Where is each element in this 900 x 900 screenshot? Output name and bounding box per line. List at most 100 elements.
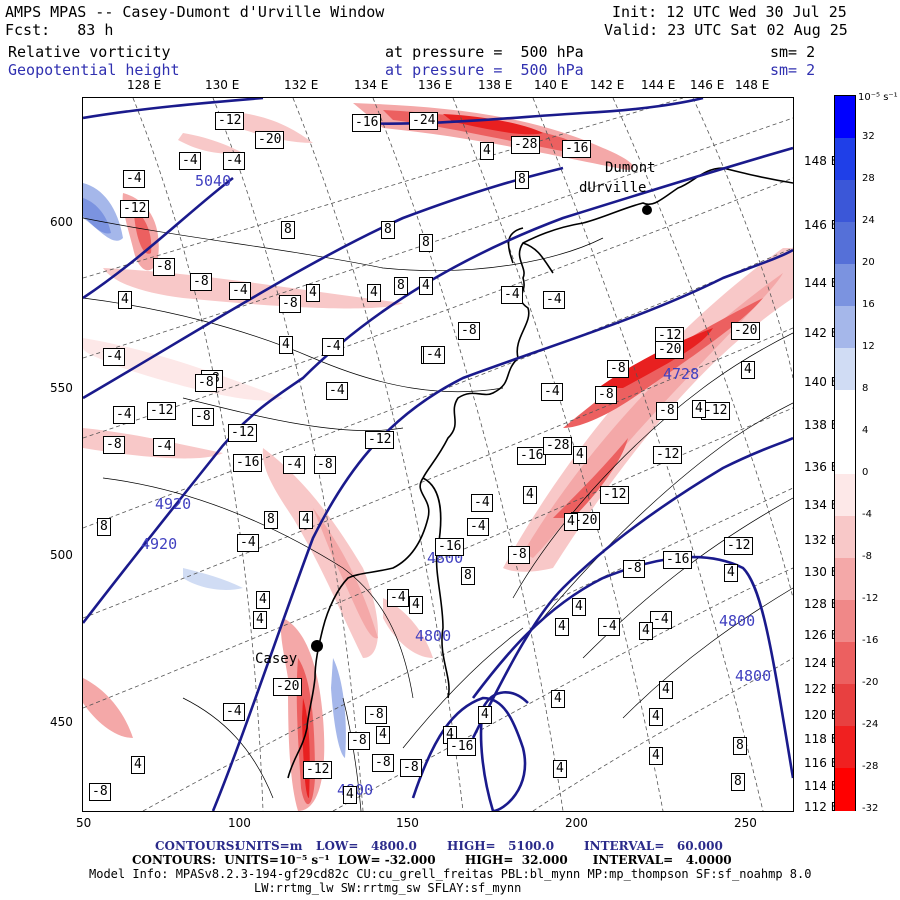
colorbar-label: 4 — [862, 425, 869, 436]
right-latitude-label: 134 E — [804, 498, 839, 512]
vorticity-label: -4 — [223, 703, 245, 721]
vorticity-label: -12 — [147, 402, 177, 420]
right-latitude-label: 120 E — [804, 708, 839, 722]
vorticity-label: -8 — [607, 360, 629, 378]
vorticity-label: 4 — [659, 681, 673, 699]
y-tick-label: 600 — [50, 215, 73, 229]
vorticity-label: 4 — [478, 706, 492, 724]
colorbar-segment — [835, 390, 855, 433]
model-title: AMPS MPAS -- Casey-Dumont d'Urville Wind… — [5, 3, 385, 21]
vorticity-label: -8 — [595, 386, 617, 404]
vorticity-label: -16 — [447, 738, 477, 756]
right-latitude-label: 138 E — [804, 418, 839, 432]
vorticity-label: -16 — [663, 551, 693, 569]
vorticity-label: 8 — [515, 171, 529, 189]
right-latitude-label: 122 E — [804, 682, 839, 696]
x-tick-label: 150 — [396, 816, 419, 830]
vorticity-label: -12 — [303, 761, 333, 779]
vorticity-label: -4 — [283, 456, 305, 474]
colorbar-segment — [835, 432, 855, 475]
colorbar-label: 16 — [862, 299, 875, 310]
vorticity-label: 4 — [306, 284, 320, 302]
vorticity-label: -4 — [387, 589, 409, 607]
colorbar-segment — [835, 138, 855, 181]
place-label-durville: dUrville — [579, 180, 647, 196]
vorticity-label: -4 — [326, 382, 348, 400]
map-labels: Dumont dUrville Casey 5040 4920 4920 4800 4800 4… — [83, 98, 793, 811]
vorticity-label: 4 — [572, 598, 586, 616]
vorticity-label: -16 — [562, 140, 592, 158]
vorticity-label: -8 — [365, 706, 387, 724]
right-latitude-label: 126 E — [804, 628, 839, 642]
vorticity-label: 4 — [367, 284, 381, 302]
vorticity-label: 8 — [731, 773, 745, 791]
contours2-line: CONTOURS: UNITS=10⁻⁵ s⁻¹ LOW= -32.000 HI… — [132, 853, 732, 867]
right-latitude-label: 144 E — [804, 276, 839, 290]
vorticity-label: 8 — [419, 234, 433, 252]
field2-name: Geopotential height — [8, 61, 180, 79]
vorticity-label: -8 — [89, 783, 111, 801]
colorbar-segment — [835, 474, 855, 517]
vorticity-label: 8 — [281, 221, 295, 239]
vorticity-label: -8 — [400, 759, 422, 777]
height-contour-label: 4920 — [155, 495, 192, 513]
vorticity-label: -4 — [153, 438, 175, 456]
right-latitude-label: 142 E — [804, 326, 839, 340]
top-longitude-label: 134 E — [354, 78, 389, 92]
vorticity-label: -28 — [511, 136, 541, 154]
vorticity-label: 4 — [376, 726, 390, 744]
vorticity-label: 8 — [461, 567, 475, 585]
vorticity-label: 4 — [551, 690, 565, 708]
vorticity-label: 4 — [419, 277, 433, 295]
vorticity-label: 4 — [256, 591, 270, 609]
place-label-dumont: Dumont — [605, 160, 656, 176]
vorticity-label: -20 — [273, 678, 303, 696]
vorticity-label: -12 — [724, 537, 754, 555]
top-longitude-label: 146 E — [690, 78, 725, 92]
right-latitude-label: 130 E — [804, 565, 839, 579]
colorbar-label: 24 — [862, 215, 875, 226]
x-tick-label: 50 — [76, 816, 92, 830]
y-tick-label: 550 — [50, 381, 73, 395]
colorbar-segment — [835, 516, 855, 559]
right-latitude-label: 148 E — [804, 154, 839, 168]
colorbar-segment — [835, 558, 855, 601]
colorbar-segment — [835, 600, 855, 643]
map-panel: Dumont dUrville Casey 5040 4920 4920 4800 4800 4… — [82, 97, 794, 812]
colorbar-segment — [835, 306, 855, 349]
vorticity-label: -24 — [409, 112, 439, 130]
colorbar-label: -24 — [862, 719, 879, 730]
vorticity-label: -8 — [314, 456, 336, 474]
vorticity-label: -20 — [255, 131, 285, 149]
vorticity-label: -4 — [113, 406, 135, 424]
colorbar-segment — [835, 684, 855, 727]
vorticity-label: -12 — [655, 327, 685, 345]
vorticity-label: -12 — [365, 431, 395, 449]
vorticity-label: -4 — [123, 170, 145, 188]
colorbar-segment — [835, 642, 855, 685]
right-latitude-label: 136 E — [804, 460, 839, 474]
right-latitude-label: 128 E — [804, 597, 839, 611]
colorbar-label: 28 — [862, 173, 875, 184]
vorticity-label: -4 — [423, 346, 445, 364]
vorticity-label: -8 — [372, 754, 394, 772]
field2-smoothing: sm= 2 — [770, 61, 816, 79]
coastline — [287, 167, 793, 779]
vorticity-label: -12 — [120, 200, 150, 218]
colorbar-label: -8 — [862, 551, 872, 562]
height-contour-label: 4800 — [719, 612, 756, 630]
contours1-units: UNITS=m — [235, 839, 303, 853]
vorticity-label: 4 — [523, 486, 537, 504]
field1-smoothing: sm= 2 — [770, 43, 816, 61]
vorticity-label: -4 — [229, 282, 251, 300]
vorticity-label: -8 — [195, 374, 217, 392]
contours1-low: LOW= 4800.0 — [316, 839, 417, 853]
vorticity-label: -8 — [103, 436, 125, 454]
vorticity-label: -16 — [435, 538, 465, 556]
height-contour-label: 5040 — [195, 172, 232, 190]
top-longitude-label: 148 E — [735, 78, 770, 92]
colorbar-segment — [835, 96, 855, 139]
vorticity-label: 4 — [564, 513, 578, 531]
field2-level: at pressure = 500 hPa — [385, 61, 584, 79]
height-contour-label: 4728 — [663, 365, 700, 383]
